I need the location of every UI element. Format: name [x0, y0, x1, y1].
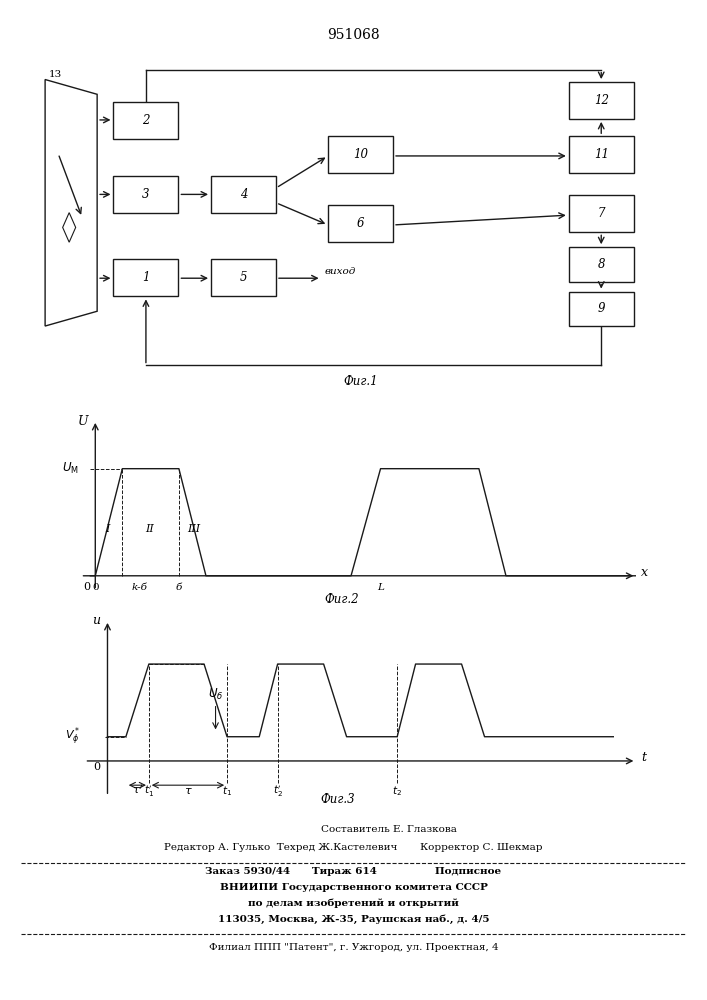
Text: t: t	[641, 751, 646, 764]
Text: II: II	[145, 524, 153, 534]
Bar	[328, 136, 393, 173]
Text: б: б	[176, 583, 182, 592]
Bar	[568, 247, 633, 282]
Text: 3: 3	[142, 188, 150, 201]
Text: Филиал ППП "Патент", г. Ужгород, ул. Проектная, 4: Филиал ППП "Патент", г. Ужгород, ул. Про…	[209, 943, 498, 952]
Text: 11: 11	[594, 148, 609, 161]
Text: 5: 5	[240, 271, 247, 284]
Text: 7: 7	[597, 207, 605, 220]
Text: Фиг.2: Фиг.2	[324, 593, 358, 606]
Text: 8: 8	[597, 258, 605, 271]
Text: виход: виход	[325, 267, 356, 276]
Text: Фиг.3: Фиг.3	[320, 793, 355, 806]
Text: $t_2$: $t_2$	[392, 784, 402, 798]
Text: I: I	[105, 524, 110, 534]
Bar	[568, 195, 633, 232]
Text: k-б: k-б	[132, 583, 148, 592]
Text: 113035, Москва, Ж-35, Раушская наб., д. 4/5: 113035, Москва, Ж-35, Раушская наб., д. …	[218, 914, 489, 924]
Text: u: u	[93, 614, 100, 627]
Text: 10: 10	[353, 148, 368, 161]
Text: 12: 12	[594, 94, 609, 107]
Bar	[211, 259, 276, 296]
Text: 2: 2	[142, 114, 150, 127]
Text: 4: 4	[240, 188, 247, 201]
Text: Фиг.1: Фиг.1	[344, 375, 378, 388]
Text: 0: 0	[94, 762, 101, 772]
Text: 0: 0	[83, 582, 90, 592]
Text: $\tau'$: $\tau'$	[132, 783, 143, 796]
Text: 1: 1	[142, 271, 150, 284]
Text: x: x	[641, 566, 648, 579]
Bar	[113, 102, 178, 139]
Bar	[568, 292, 633, 326]
Text: L: L	[377, 583, 384, 592]
Bar	[113, 259, 178, 296]
Text: $U_{\rm M}$: $U_{\rm M}$	[62, 461, 79, 476]
Text: 6: 6	[357, 217, 364, 230]
Text: $t_1'$: $t_1'$	[144, 784, 154, 799]
Text: 951068: 951068	[327, 28, 380, 42]
Bar	[328, 205, 393, 242]
Text: $t_2'$: $t_2'$	[273, 784, 283, 799]
Polygon shape	[45, 80, 97, 326]
Bar	[568, 82, 633, 119]
Text: 0: 0	[92, 583, 98, 592]
Text: $\tau$: $\tau$	[184, 786, 192, 796]
Text: 13: 13	[48, 70, 62, 79]
Text: 9: 9	[597, 302, 605, 315]
Text: $U_б$: $U_б$	[208, 687, 223, 702]
Text: $V_\phi^*$: $V_\phi^*$	[65, 726, 81, 748]
Text: Редактор А. Гулько  Техред Ж.Кастелевич       Корректор С. Шекмар: Редактор А. Гулько Техред Ж.Кастелевич К…	[164, 843, 543, 852]
Text: по делам изобретений и открытий: по делам изобретений и открытий	[248, 898, 459, 908]
Polygon shape	[63, 213, 76, 242]
Bar	[211, 176, 276, 213]
Text: Составитель Е. Глазкова: Составитель Е. Глазкова	[321, 825, 457, 834]
Text: $t_1$: $t_1$	[222, 784, 232, 798]
Text: III: III	[187, 524, 200, 534]
Text: Заказ 5930/44      Тираж 614                Подписное: Заказ 5930/44 Тираж 614 Подписное	[206, 867, 501, 876]
Bar	[113, 176, 178, 213]
Text: U: U	[77, 415, 88, 428]
Bar	[568, 136, 633, 173]
Text: ВНИИПИ Государственного комитета СССР: ВНИИПИ Государственного комитета СССР	[220, 883, 487, 892]
